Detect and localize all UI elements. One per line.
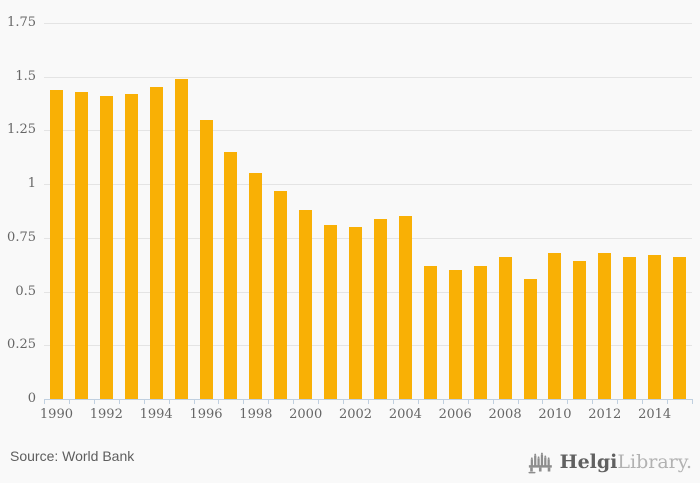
y-axis-label-1.5: 1.5 (15, 68, 36, 84)
x-axis-tick (143, 399, 145, 404)
bar-2007[interactable] (473, 266, 487, 399)
x-axis-label-2000: 2000 (289, 407, 323, 422)
helgilibrary-logo[interactable]: HelgiLibrary. (527, 449, 692, 475)
x-axis-tick (442, 399, 444, 404)
x-axis-tick (517, 399, 519, 404)
bar-1991[interactable] (74, 92, 88, 399)
x-axis-tick (218, 399, 220, 404)
x-axis-tick (168, 399, 170, 404)
x-axis-tick (667, 399, 669, 404)
bar-1990[interactable] (49, 90, 63, 399)
y-axis-label-1.75: 1.75 (7, 15, 36, 30)
helgi-bridge-icon (528, 452, 552, 474)
x-axis-tick (467, 399, 469, 404)
x-axis-tick (567, 399, 569, 404)
y-axis-label-0.5: 0.5 (15, 283, 36, 299)
bar-2004[interactable] (398, 216, 412, 399)
x-axis-tick (617, 399, 619, 404)
x-axis-tick (44, 399, 45, 404)
y-axis-label-1: 1 (27, 176, 36, 192)
bar-1993[interactable] (124, 94, 138, 399)
plot-area (44, 23, 693, 404)
bar-2009[interactable] (523, 279, 537, 399)
x-axis-tick (392, 399, 394, 404)
bar-2003[interactable] (373, 219, 387, 399)
logo-text-primary: Helgi (559, 451, 618, 473)
bar-1997[interactable] (224, 152, 238, 399)
logo-text-secondary: Library. (617, 451, 692, 473)
bar-2014[interactable] (648, 255, 662, 399)
y-axis-label-0.25: 0.25 (7, 337, 36, 353)
x-axis-label-1996: 1996 (189, 407, 223, 422)
x-axis-tick (193, 399, 195, 404)
x-axis-tick (417, 399, 419, 404)
gridline-0.25 (44, 345, 692, 347)
gridline-1.25 (44, 130, 692, 132)
bar-2000[interactable] (299, 210, 313, 399)
bar-1994[interactable] (149, 87, 163, 399)
x-axis-tick (68, 399, 70, 404)
x-axis-label-2004: 2004 (388, 407, 422, 422)
bar-2002[interactable] (349, 227, 363, 399)
x-axis-label-1994: 1994 (139, 407, 173, 422)
gridline-1.75 (44, 23, 692, 24)
bar-2010[interactable] (548, 253, 562, 399)
bar-2013[interactable] (623, 257, 637, 399)
bar-2008[interactable] (498, 257, 512, 399)
gridline-0.75 (44, 237, 692, 239)
x-axis-tick (118, 399, 120, 404)
bar-2005[interactable] (423, 266, 437, 399)
x-axis-tick (542, 399, 544, 404)
x-axis-tick (318, 399, 320, 404)
bar-1999[interactable] (274, 191, 288, 399)
bar-2006[interactable] (448, 270, 462, 399)
x-axis-label-2002: 2002 (338, 407, 373, 422)
x-axis-label-2006: 2006 (438, 407, 472, 422)
x-axis-label-1992: 1992 (89, 407, 123, 422)
x-axis-tick (268, 399, 270, 404)
y-axis-label-1.25: 1.25 (7, 122, 36, 138)
bar-2012[interactable] (598, 253, 612, 399)
logo-wordmark: HelgiLibrary. (560, 449, 692, 475)
x-axis-label-2012: 2012 (588, 407, 622, 422)
x-axis-label-1990: 1990 (39, 407, 73, 422)
x-axis-label-2014: 2014 (638, 407, 672, 422)
x-axis-tick (93, 399, 95, 404)
bar-1996[interactable] (199, 120, 213, 399)
x-axis-label-2008: 2008 (488, 407, 522, 422)
x-axis-tick (692, 399, 693, 404)
x-axis-tick (492, 399, 494, 404)
y-axis-label-0.75: 0.75 (7, 229, 36, 245)
bar-1992[interactable] (99, 96, 113, 399)
x-axis-tick (293, 399, 295, 404)
x-axis-label-2010: 2010 (538, 407, 572, 422)
bar-2011[interactable] (573, 261, 587, 399)
x-axis-tick (368, 399, 369, 404)
bar-2001[interactable] (324, 225, 338, 399)
gridline-0.5 (44, 291, 692, 293)
source-caption: Source: World Bank (10, 448, 135, 464)
x-axis-tick (592, 399, 594, 404)
bar-2015[interactable] (673, 257, 687, 399)
x-axis-tick (642, 399, 644, 404)
gridline-1 (44, 184, 692, 186)
x-axis-label-1998: 1998 (239, 407, 273, 422)
gridline-1.5 (44, 76, 692, 78)
bar-1998[interactable] (249, 173, 263, 399)
y-axis-label-0: 0 (27, 391, 36, 406)
bar-1995[interactable] (174, 79, 188, 399)
x-axis-tick (343, 399, 345, 404)
x-axis-tick (243, 399, 245, 404)
